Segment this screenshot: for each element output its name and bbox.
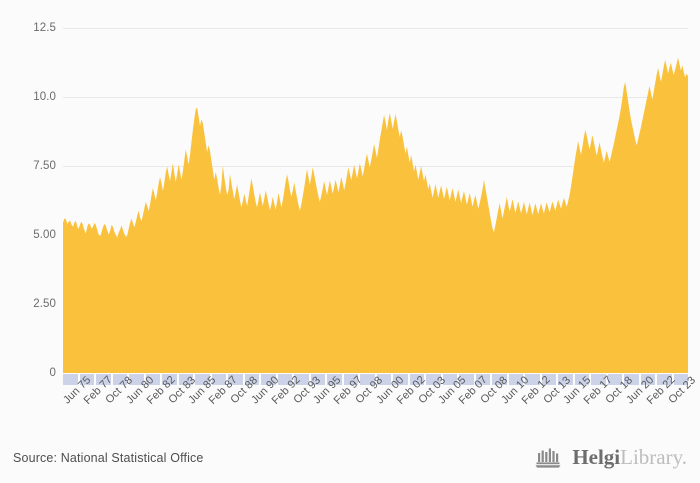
navigator-segment[interactable] <box>558 374 573 385</box>
brand-wordmark: HelgiLibrary. <box>572 444 687 469</box>
y-tick-label: 7.50 <box>33 160 56 172</box>
navigator-segment[interactable] <box>624 374 639 385</box>
navigator-segment[interactable] <box>673 374 688 385</box>
brand-name-primary: Helgi <box>572 444 621 469</box>
navigator-segment[interactable] <box>145 374 160 385</box>
navigator-segment[interactable] <box>310 374 325 385</box>
source-label: Source: National Statistical Office <box>13 451 204 465</box>
area-series <box>63 57 688 373</box>
navigator-segment[interactable] <box>211 374 226 385</box>
navigator-segment[interactable] <box>244 374 259 385</box>
navigator-segment[interactable] <box>129 374 144 385</box>
y-axis: 0 2.50 5.00 7.50 10.0 12.5 <box>0 22 56 379</box>
navigator-segment[interactable] <box>277 374 292 385</box>
navigator-segment[interactable] <box>343 374 358 385</box>
navigator-segment[interactable] <box>492 374 507 385</box>
navigator-segment[interactable] <box>459 374 474 385</box>
navigator-segment[interactable] <box>591 374 606 385</box>
y-tick-label: 10.0 <box>33 91 56 103</box>
navigator-segment[interactable] <box>79 374 94 385</box>
navigator-segment[interactable] <box>508 374 523 385</box>
navigator-segment[interactable] <box>442 374 457 385</box>
navigator-segment[interactable] <box>162 374 177 385</box>
navigator-segment[interactable] <box>63 374 78 385</box>
navigator-segment[interactable] <box>657 374 672 385</box>
y-tick-label: 12.5 <box>33 22 56 34</box>
library-building-icon <box>535 448 561 468</box>
y-tick-label: 2.50 <box>33 298 56 310</box>
navigator-segment[interactable] <box>525 374 540 385</box>
navigator-segment[interactable] <box>541 374 556 385</box>
navigator-segment[interactable] <box>96 374 111 385</box>
navigator-segment[interactable] <box>327 374 342 385</box>
navigator-segment[interactable] <box>409 374 424 385</box>
y-tick-label: 5.00 <box>33 229 56 241</box>
navigator-segment[interactable] <box>574 374 589 385</box>
navigator-segment[interactable] <box>294 374 309 385</box>
navigator-segment[interactable] <box>360 374 375 385</box>
navigator-segment[interactable] <box>178 374 193 385</box>
navigator-segment[interactable] <box>475 374 490 385</box>
navigator-segment[interactable] <box>607 374 622 385</box>
y-tick-label: 0 <box>49 367 56 379</box>
navigator-segment[interactable] <box>112 374 127 385</box>
navigator-segment[interactable] <box>261 374 276 385</box>
brand-name-secondary: Library. <box>620 444 687 469</box>
navigator-segment[interactable] <box>376 374 391 385</box>
navigator-segment[interactable] <box>195 374 210 385</box>
navigator-segment[interactable] <box>393 374 408 385</box>
range-navigator[interactable] <box>63 374 688 385</box>
navigator-segment[interactable] <box>228 374 243 385</box>
navigator-segment[interactable] <box>426 374 441 385</box>
chart-footer: Source: National Statistical Office Helg… <box>0 440 700 483</box>
plot-area <box>63 28 688 373</box>
x-axis: Jun 75 Feb 77 Oct 78 Jun 80 Feb 82 Oct 83 Jun … <box>62 374 698 442</box>
helgi-library-logo[interactable]: HelgiLibrary. <box>535 445 687 469</box>
navigator-segment[interactable] <box>640 374 655 385</box>
